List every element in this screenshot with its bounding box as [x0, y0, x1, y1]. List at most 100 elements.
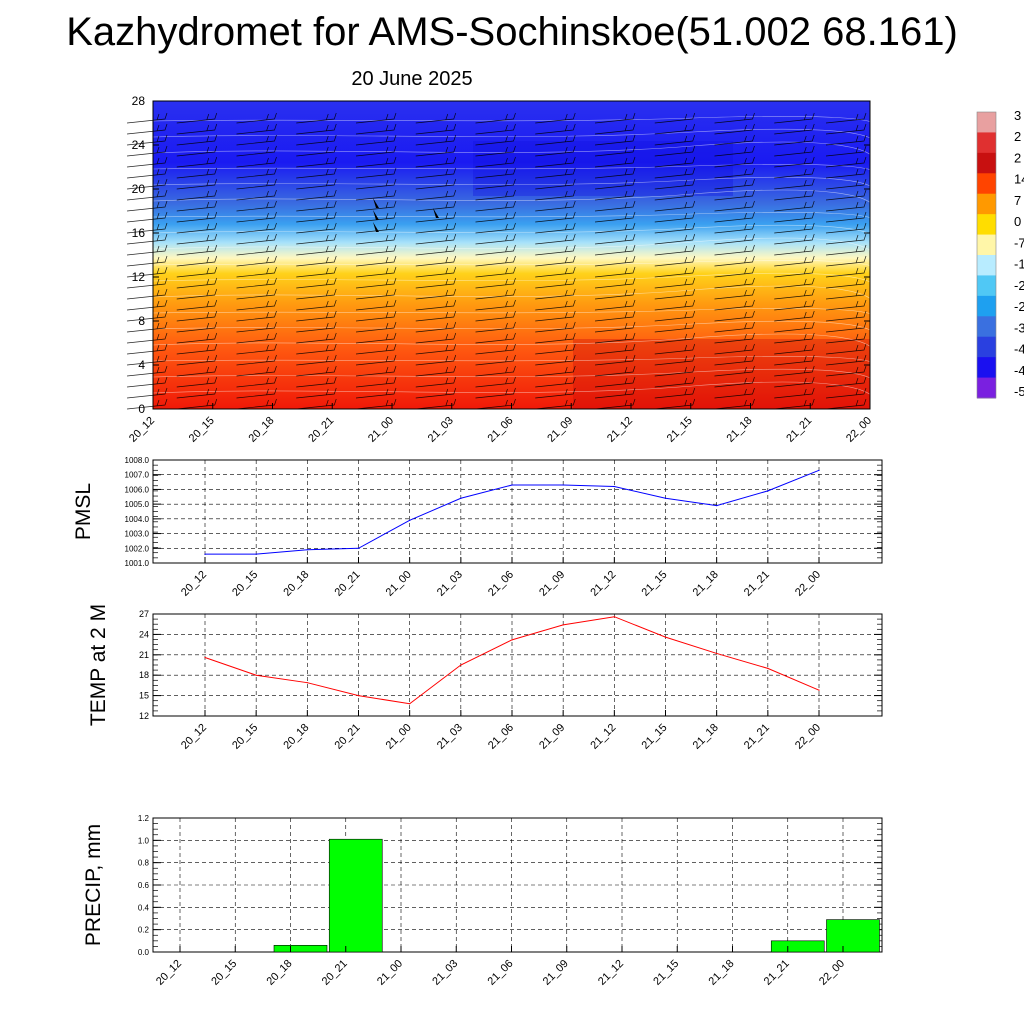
wind-barb	[535, 134, 576, 146]
wind-barb	[825, 211, 867, 223]
pmsl-point	[664, 497, 667, 499]
wind-barb	[654, 255, 696, 267]
ytick-label: 28	[132, 94, 146, 108]
wind-barb	[825, 112, 867, 124]
temp-xtick-label: 20_12	[179, 722, 209, 752]
wind-barb	[126, 200, 168, 212]
wind-barb	[355, 211, 397, 223]
colorbar-label: 0	[1014, 214, 1021, 229]
wind-barb	[236, 288, 277, 300]
wind-barb	[126, 233, 168, 245]
wind-barb	[296, 233, 337, 245]
wind-barb	[594, 189, 636, 201]
wind-barb	[825, 332, 867, 344]
pmsl-ytick-label: 1007.0	[125, 471, 150, 480]
wind-barb	[774, 156, 815, 168]
wind-barb	[774, 299, 815, 311]
wind-barb	[355, 321, 397, 333]
contour-line	[153, 307, 870, 314]
wind-barb	[236, 376, 277, 388]
wind-barb	[126, 299, 168, 311]
wind-barb	[176, 134, 218, 146]
wind-barb	[126, 266, 168, 278]
wind-barb	[236, 178, 277, 190]
wind-barb	[714, 266, 755, 278]
wind-barb	[296, 343, 337, 355]
wind-barb	[825, 255, 867, 267]
wind-barb	[654, 354, 696, 366]
wind-barb	[415, 200, 457, 212]
temp-xtick-label: 21_03	[435, 722, 465, 752]
wind-barb	[236, 145, 277, 157]
wind-barb	[714, 200, 755, 212]
wind-barb	[535, 387, 576, 399]
wind-barb	[825, 244, 867, 256]
contour-line	[153, 320, 870, 331]
wind-barb	[654, 123, 696, 135]
cross-section-xtick-label: 20_21	[306, 415, 336, 445]
wind-barb	[415, 222, 457, 234]
wind-barb	[714, 343, 755, 355]
pmsl-point	[460, 497, 462, 499]
wind-barb	[176, 145, 218, 157]
temp-point	[460, 664, 462, 666]
wind-barb	[475, 277, 516, 289]
wind-barb	[176, 288, 218, 300]
cross-section-panel: 0 4 8 12 16 20 24 28 20_12 20_15 20_18 20_21 21_00 21…	[126, 94, 874, 445]
wind-barb	[825, 365, 867, 377]
chart-subtitle: 20 June 2025	[351, 68, 473, 90]
colorbar-label: -4	[1014, 342, 1024, 357]
wind-barb	[654, 222, 696, 234]
wind-barb	[296, 222, 337, 234]
wind-barb	[535, 200, 576, 212]
wind-barb	[176, 354, 218, 366]
contour-line	[153, 115, 870, 122]
wind-barb	[654, 145, 696, 157]
wind-barb	[126, 167, 168, 179]
wind-barb	[475, 255, 516, 267]
wind-barb	[825, 233, 867, 245]
precip-xtick-label: 21_06	[486, 958, 516, 988]
wind-barb	[475, 376, 516, 388]
wind-barb	[126, 178, 168, 190]
pmsl-panel: 1001.0 1002.0 1003.0 1004.0 1005.0 1006.0 1007…	[72, 456, 883, 599]
cross-section-xtick-label: 20_18	[247, 415, 277, 445]
contour-line	[153, 285, 870, 299]
wind-barb	[355, 266, 397, 278]
wind-barb	[355, 376, 397, 388]
wind-barb	[654, 233, 696, 245]
wind-barb	[415, 354, 457, 366]
wind-barb	[714, 167, 755, 179]
wind-barb	[475, 343, 516, 355]
wind-barb	[594, 277, 636, 289]
wind-barb	[594, 244, 636, 256]
wind-barb	[475, 332, 516, 344]
pmsl-point	[613, 485, 615, 488]
wind-barb	[475, 387, 516, 399]
wind-barb	[355, 134, 397, 146]
temp-point	[562, 624, 564, 626]
pmsl-frame	[152, 459, 883, 564]
wind-barb	[415, 167, 457, 179]
wind-barb	[714, 332, 755, 344]
wind-barb	[415, 376, 457, 388]
wind-barb	[714, 112, 755, 124]
wind-barb	[415, 299, 457, 311]
temp-xtick-label: 21_06	[486, 722, 516, 752]
wind-barb	[774, 398, 815, 410]
wind-barb	[126, 354, 168, 366]
wind-barb	[126, 365, 168, 377]
precip-xtick-label: 20_12	[154, 958, 184, 988]
pmsl-xtick-label: 22_00	[793, 569, 823, 599]
wind-barb	[714, 255, 755, 267]
wind-barb	[296, 365, 337, 377]
wind-barb	[535, 288, 576, 300]
wind-barb	[126, 376, 168, 388]
colorbar-label: -5	[1014, 384, 1024, 399]
wind-barb	[825, 200, 867, 212]
wind-barb	[126, 343, 168, 355]
precip-ylabel: PRECIP, mm	[82, 824, 105, 946]
wind-barb	[714, 398, 755, 410]
precip-bar	[273, 944, 328, 953]
wind-barb	[236, 321, 277, 333]
